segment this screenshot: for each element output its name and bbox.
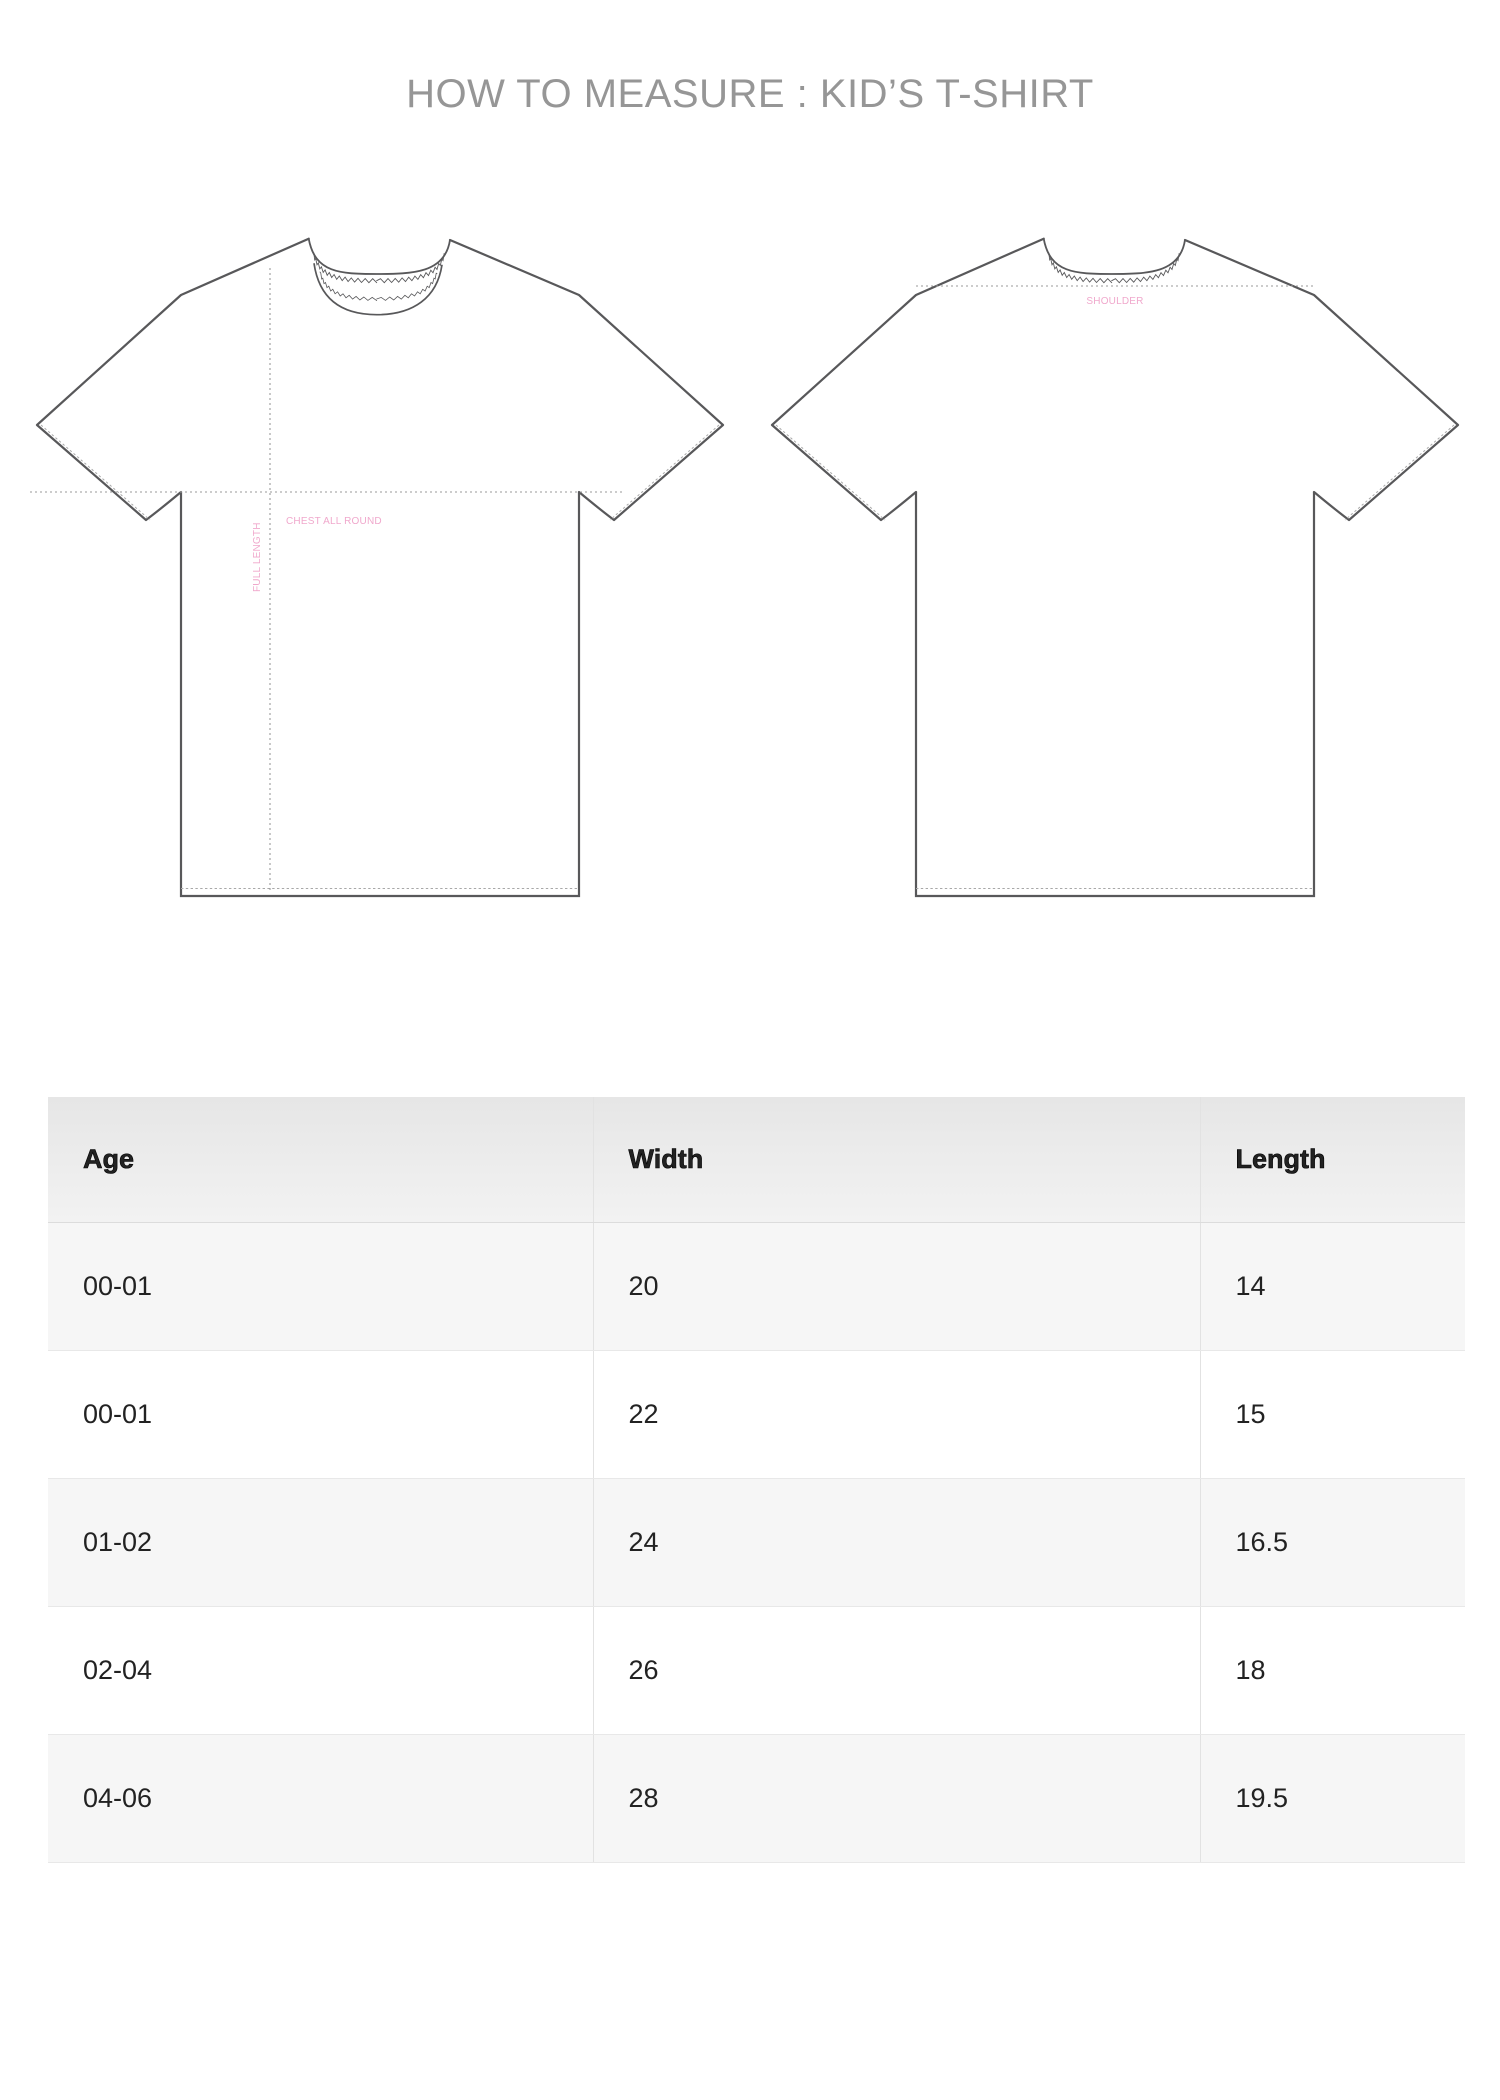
svg-text:FULL LENGTH: FULL LENGTH — [252, 522, 263, 592]
svg-text:CHEST ALL ROUND: CHEST ALL ROUND — [286, 516, 382, 527]
svg-text:SHOULDER: SHOULDER — [1086, 296, 1143, 307]
